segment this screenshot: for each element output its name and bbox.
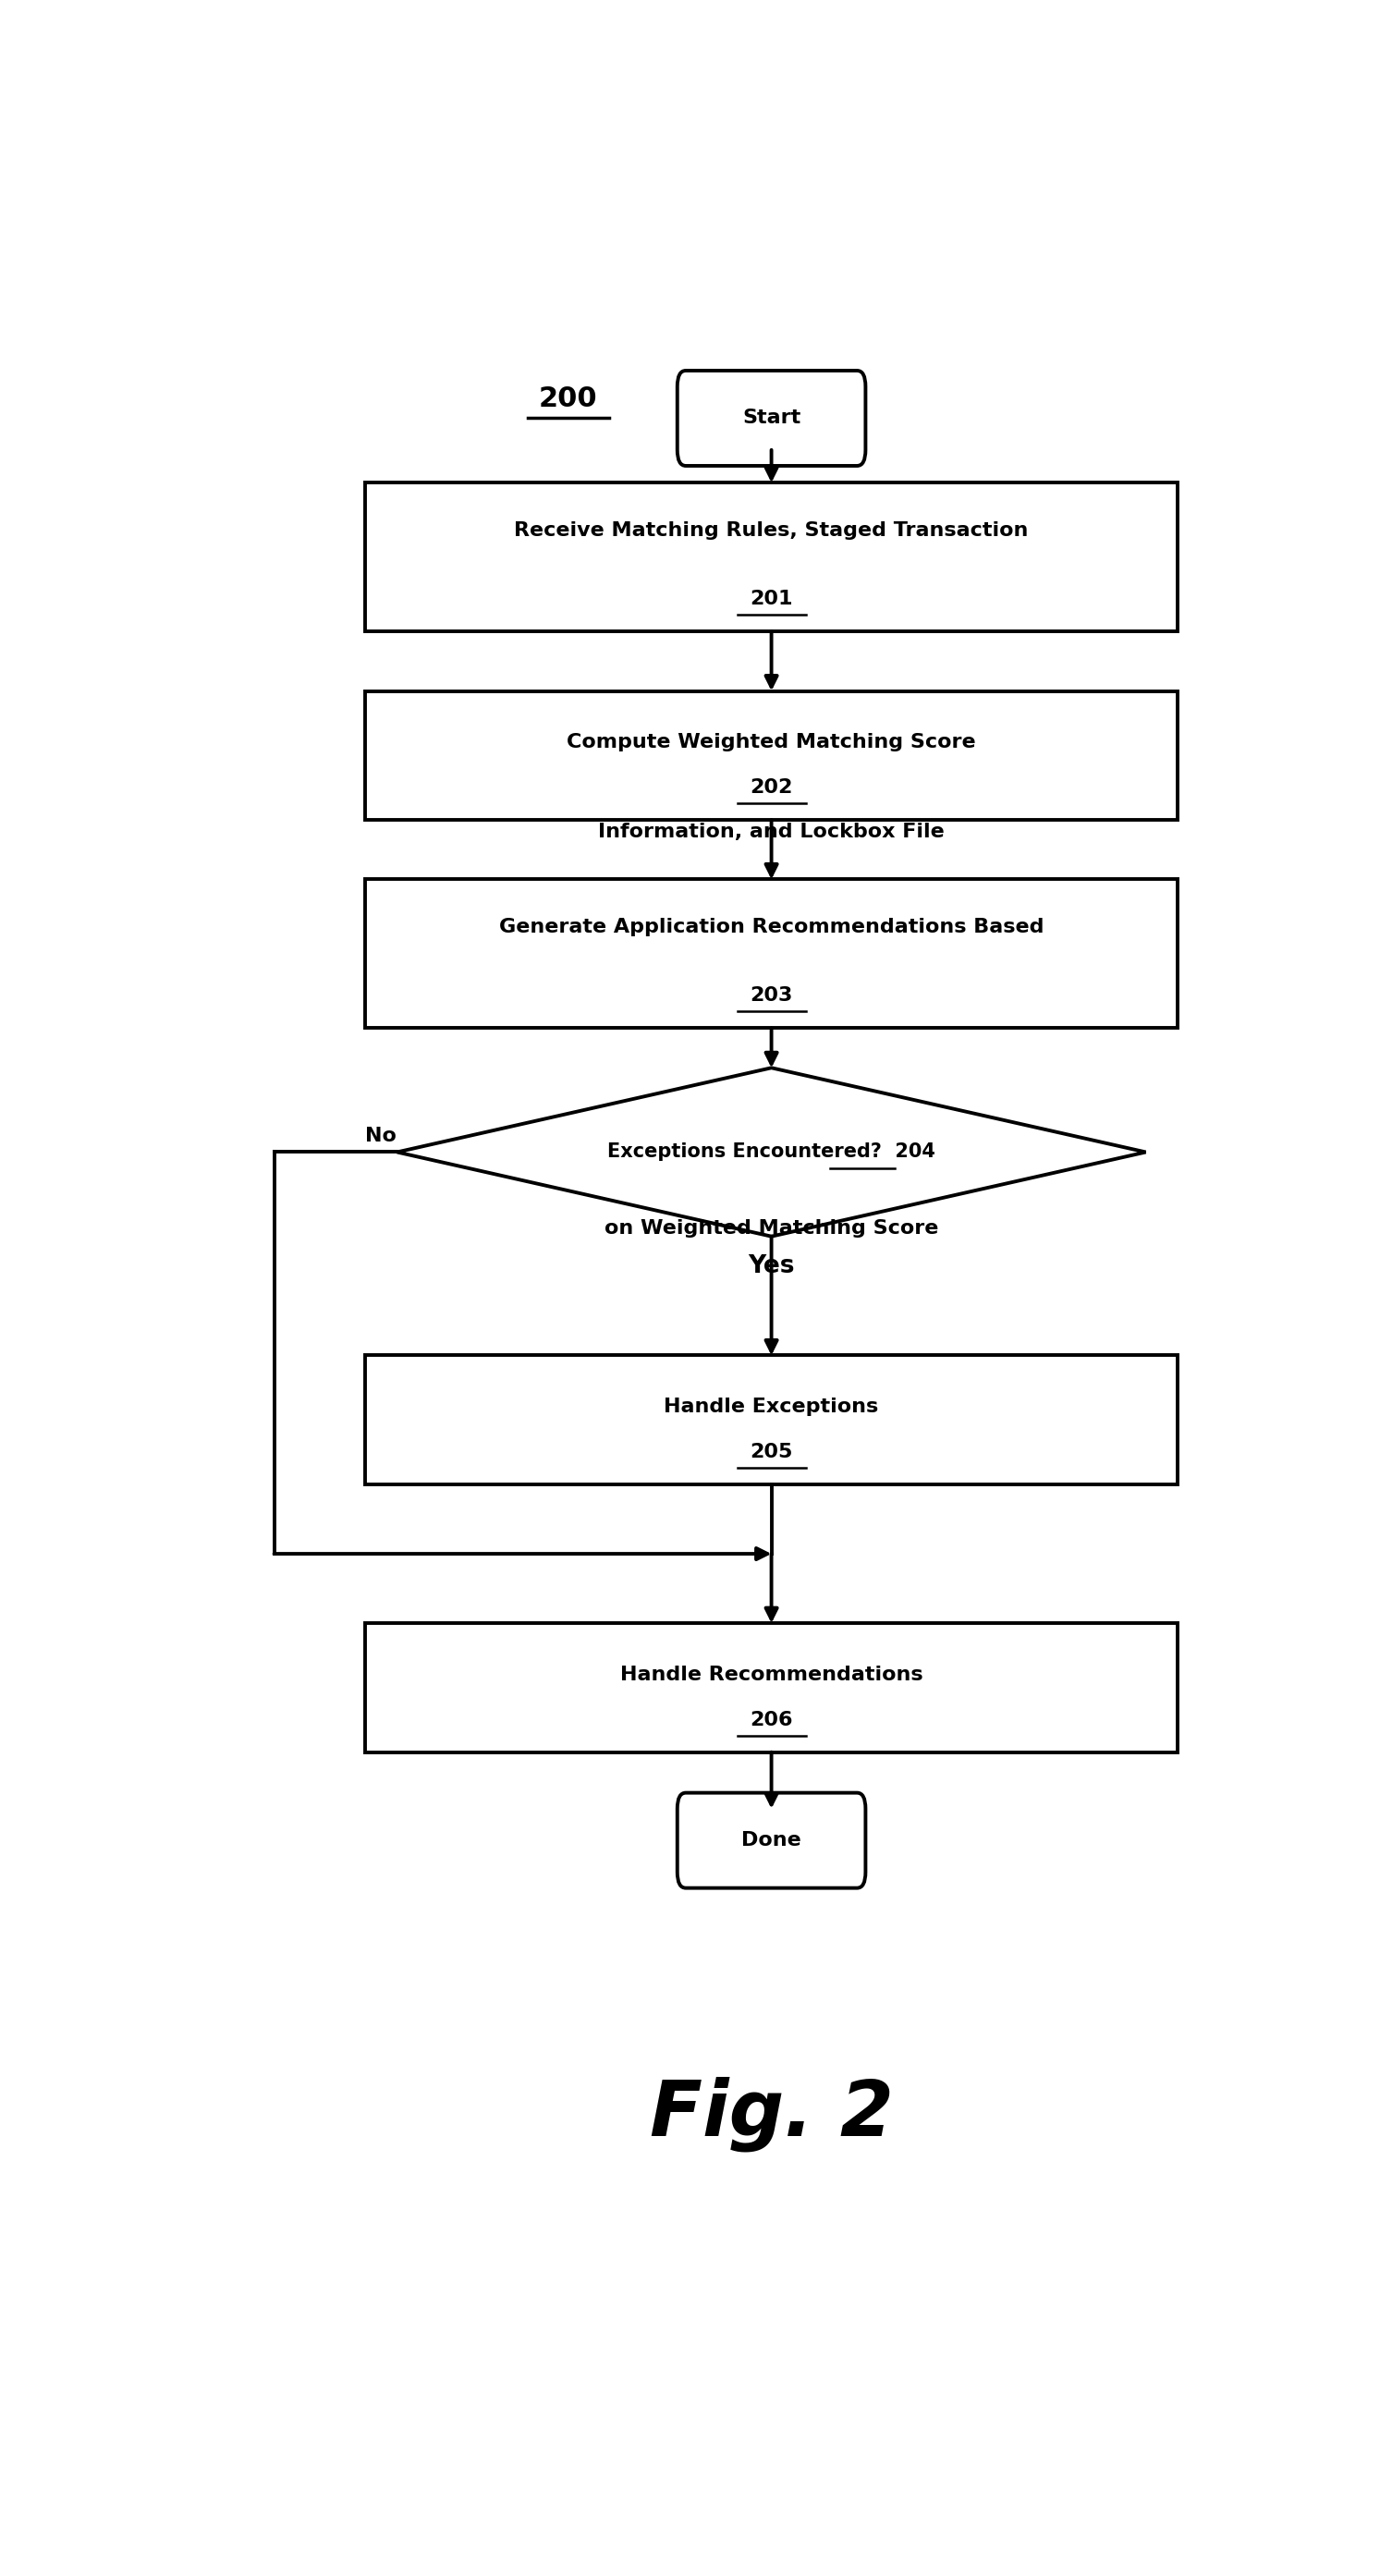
- Text: Handle Exceptions: Handle Exceptions: [664, 1399, 879, 1417]
- Text: Information, and Lockbox File: Information, and Lockbox File: [598, 822, 945, 840]
- Text: Compute Weighted Matching Score: Compute Weighted Matching Score: [567, 734, 976, 752]
- Bar: [364, 1623, 1179, 1752]
- Text: Generate Application Recommendations Based: Generate Application Recommendations Bas…: [500, 917, 1043, 935]
- FancyBboxPatch shape: [678, 371, 865, 466]
- Text: Yes: Yes: [748, 1255, 795, 1278]
- Text: No: No: [366, 1128, 396, 1146]
- Text: 200: 200: [538, 384, 598, 412]
- Text: Receive Matching Rules, Staged Transaction: Receive Matching Rules, Staged Transacti…: [515, 520, 1028, 538]
- Text: 202: 202: [749, 778, 794, 796]
- Bar: [364, 690, 1179, 819]
- Text: Start: Start: [742, 410, 800, 428]
- Text: 201: 201: [749, 590, 794, 608]
- Text: 203: 203: [749, 987, 794, 1005]
- Polygon shape: [397, 1069, 1145, 1236]
- Text: on Weighted Matching Score: on Weighted Matching Score: [604, 1218, 938, 1236]
- Text: 205: 205: [749, 1443, 794, 1461]
- Bar: [364, 878, 1179, 1028]
- Text: Fig. 2: Fig. 2: [650, 2076, 893, 2151]
- Text: 206: 206: [749, 1710, 794, 1728]
- Text: Done: Done: [741, 1832, 802, 1850]
- FancyBboxPatch shape: [678, 1793, 865, 1888]
- Bar: [364, 1355, 1179, 1484]
- Text: Handle Recommendations: Handle Recommendations: [620, 1667, 923, 1685]
- Bar: [364, 482, 1179, 631]
- Text: Exceptions Encountered?  204: Exceptions Encountered? 204: [607, 1144, 936, 1162]
